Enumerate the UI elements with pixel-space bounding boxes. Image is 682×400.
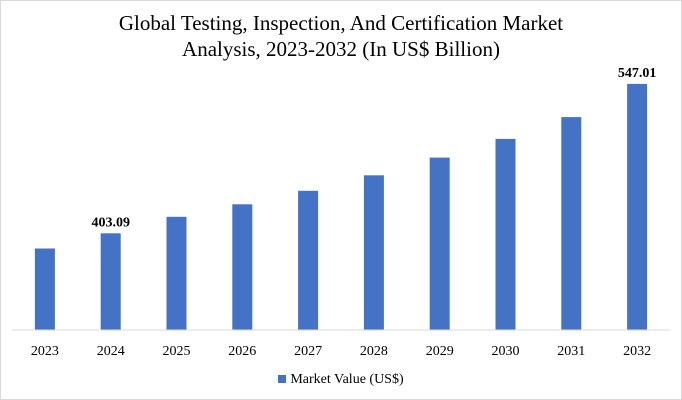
bar-2031 xyxy=(561,117,582,330)
bar-2026 xyxy=(232,204,253,330)
x-tick-label-2031: 2031 xyxy=(557,344,585,359)
bar-2028 xyxy=(363,175,384,330)
legend-label: Market Value (US$) xyxy=(290,372,404,387)
bar-2023 xyxy=(34,248,55,330)
x-tick-label-2029: 2029 xyxy=(426,344,454,359)
bar-2025 xyxy=(166,216,187,330)
bar-2027 xyxy=(298,190,319,330)
bar-2024 xyxy=(100,233,121,330)
x-tick-label-2023: 2023 xyxy=(31,344,59,359)
x-tick-label-2032: 2032 xyxy=(623,344,651,359)
bar-2030 xyxy=(495,138,516,330)
data-label-2032: 547.01 xyxy=(618,66,657,81)
x-tick-label-2027: 2027 xyxy=(294,344,322,359)
bars-layer xyxy=(34,83,648,331)
chart-title-line-2: Analysis, 2023-2032 (In US$ Billion) xyxy=(182,37,500,61)
chart-title-line-1: Global Testing, Inspection, And Certific… xyxy=(118,11,564,35)
chart-title: Global Testing, Inspection, And Certific… xyxy=(0,10,682,62)
x-tick-label-2025: 2025 xyxy=(163,344,191,359)
legend: Market Value (US$) xyxy=(0,372,682,388)
data-label-2024: 403.09 xyxy=(91,215,130,230)
bar-2032 xyxy=(627,83,648,331)
bar-2029 xyxy=(429,157,450,330)
data-labels-layer: 403.09 547.01 xyxy=(91,66,656,230)
legend-swatch xyxy=(278,374,287,383)
x-tick-label-2030: 2030 xyxy=(492,344,520,359)
x-tick-label-2024: 2024 xyxy=(97,344,125,359)
x-tick-label-2028: 2028 xyxy=(360,344,388,359)
x-tick-label-2026: 2026 xyxy=(228,344,256,359)
x-tick-labels-layer: 2023 2024 2025 2026 2027 2028 2029 2030 2031 2032 xyxy=(31,344,651,359)
